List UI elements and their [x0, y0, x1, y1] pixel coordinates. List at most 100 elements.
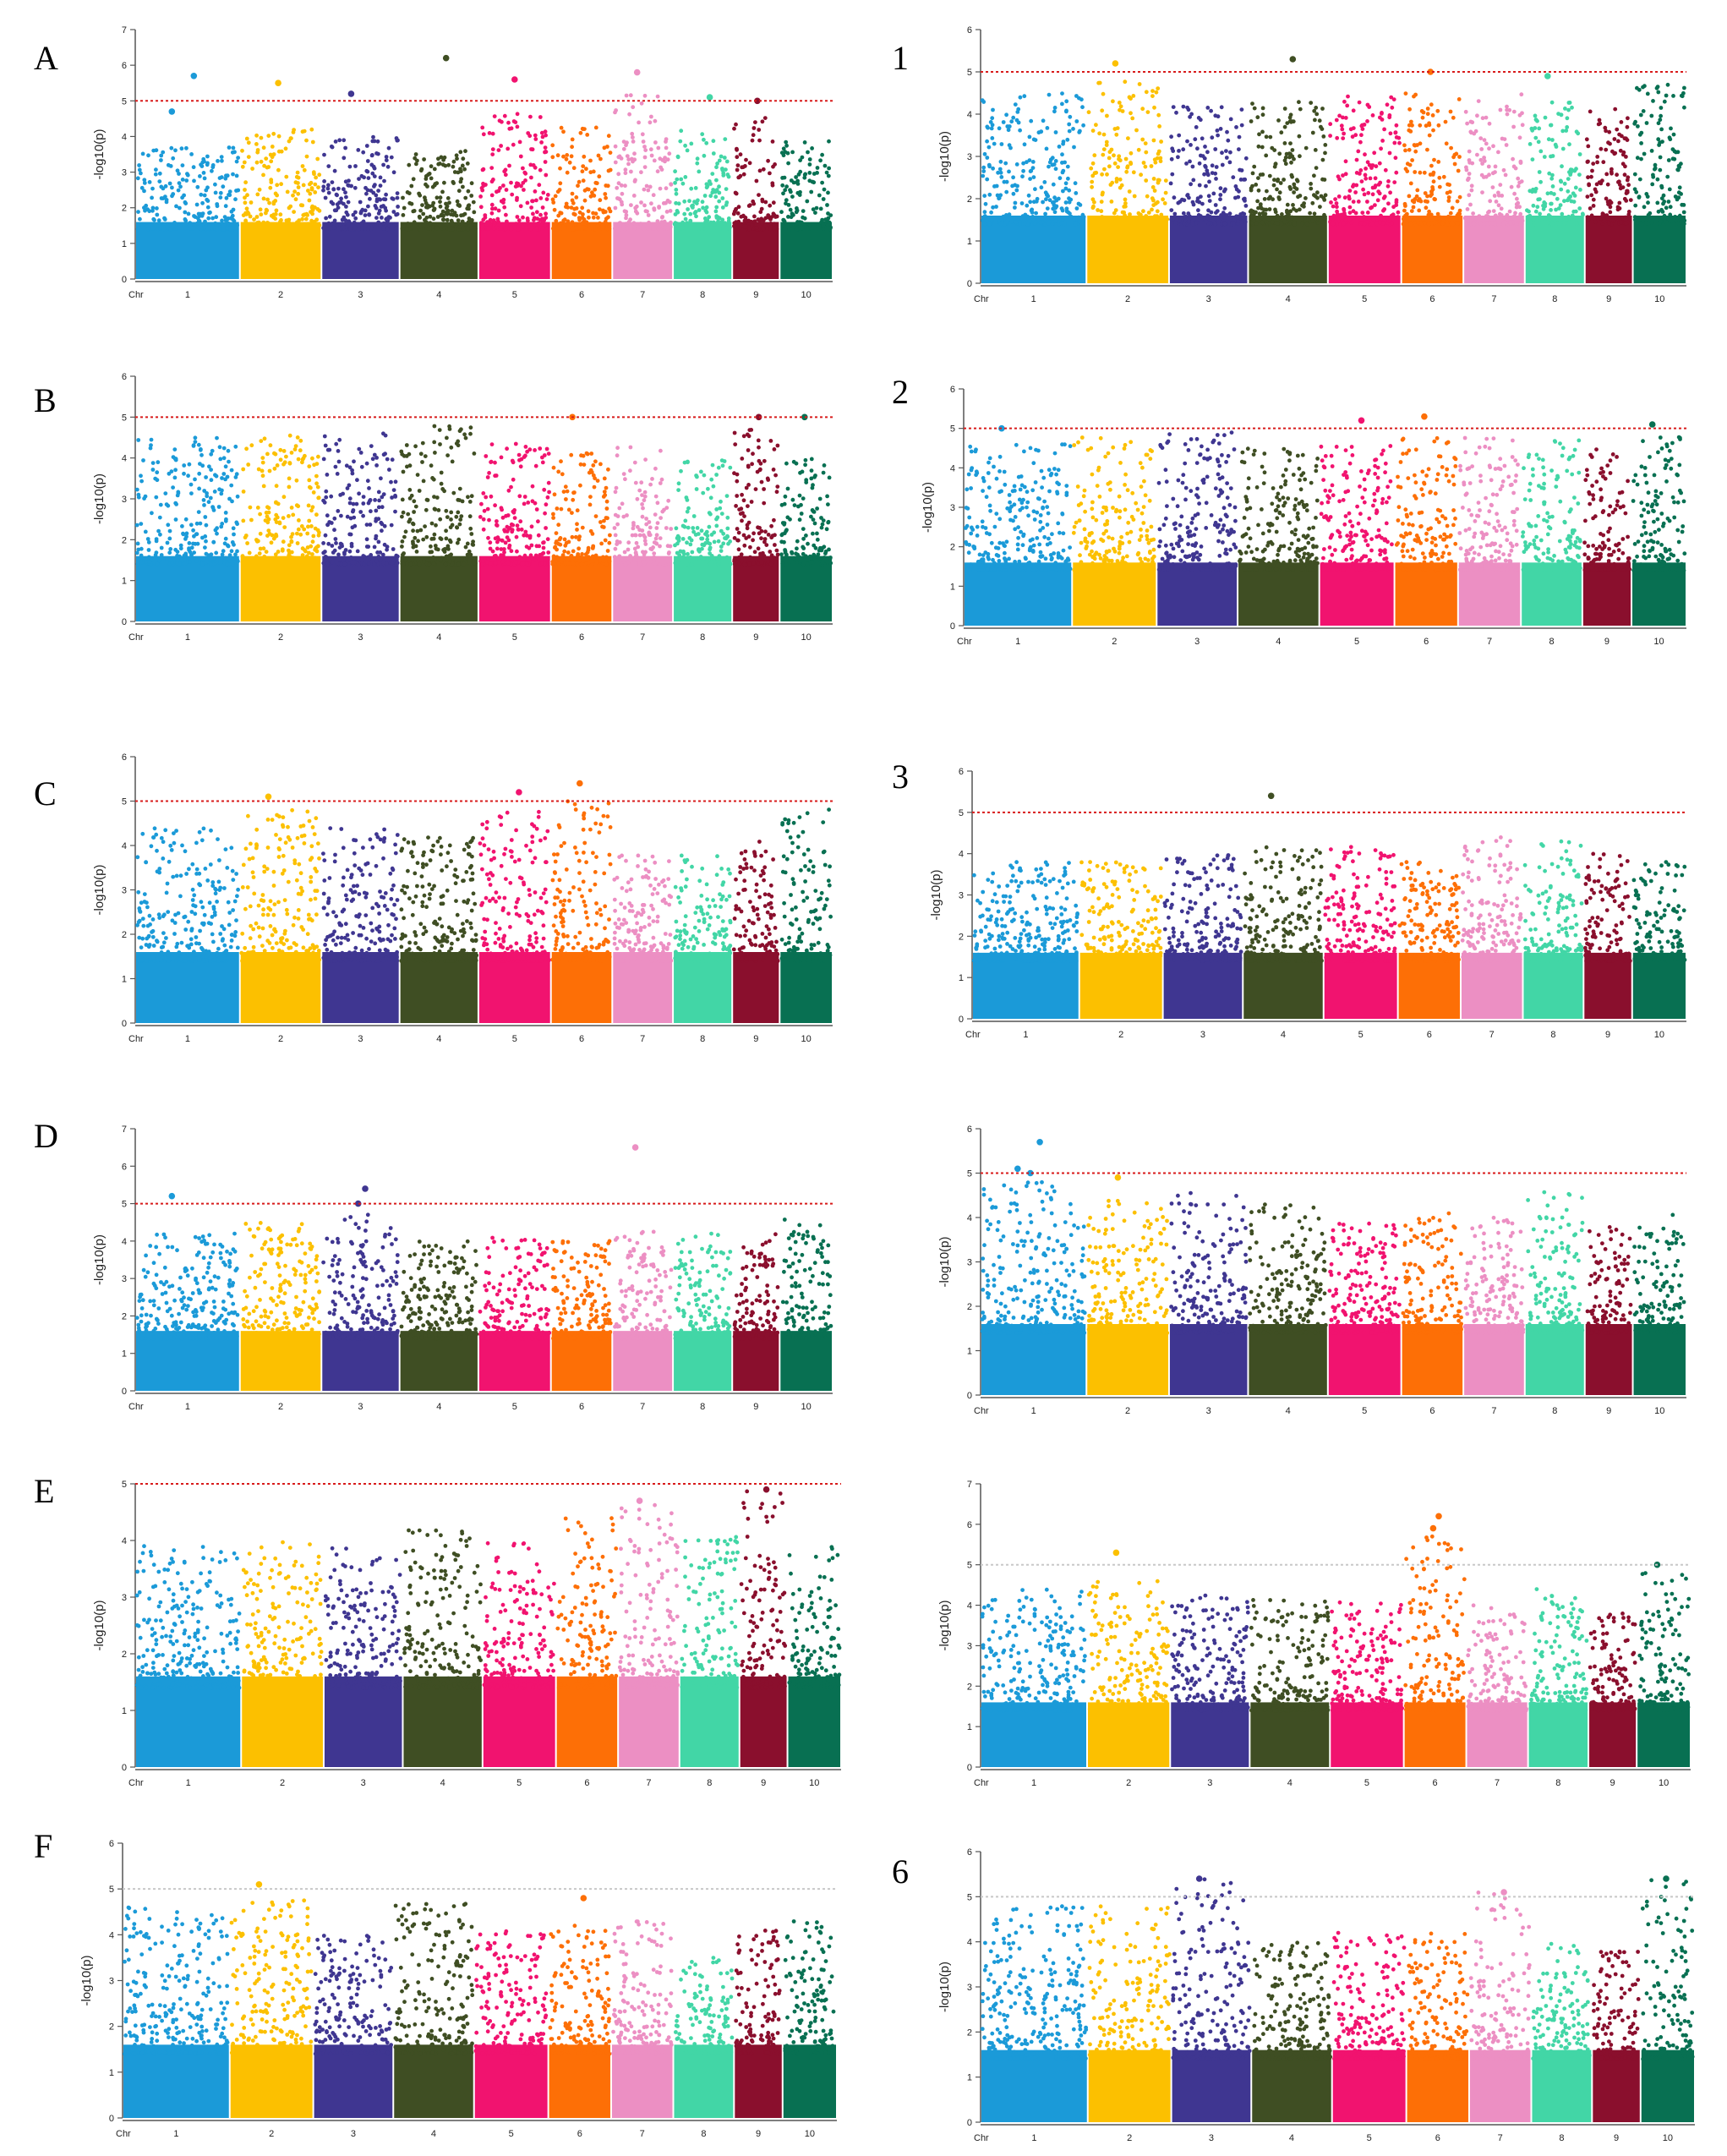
snp-point: [1651, 99, 1655, 103]
snp-point: [188, 462, 192, 467]
snp-point: [478, 194, 483, 199]
snp-point: [300, 217, 304, 222]
snp-point: [991, 205, 995, 210]
snp-point: [446, 196, 451, 200]
snp-point: [396, 191, 400, 195]
snp-point: [705, 185, 709, 189]
snp-point: [462, 432, 467, 436]
snp-point: [1496, 150, 1500, 155]
snp-point: [173, 468, 178, 472]
snp-point: [1234, 184, 1238, 189]
snp-point: [1145, 90, 1149, 94]
snp-point: [523, 495, 527, 499]
snp-point: [1124, 157, 1129, 161]
snp-point: [771, 165, 775, 169]
snp-point: [647, 213, 651, 217]
snp-point: [296, 435, 300, 440]
snp-point: [262, 484, 266, 489]
snp-point: [472, 561, 476, 566]
snp-point: [199, 453, 204, 457]
snp-point: [276, 550, 281, 554]
snp-point: [424, 177, 429, 181]
snp-point: [1446, 215, 1451, 219]
snp-point: [505, 188, 509, 192]
snp-point: [820, 181, 824, 185]
snp-point: [407, 191, 412, 195]
snp-point: [541, 205, 545, 210]
snp-point: [1404, 91, 1408, 96]
snp-point: [1000, 142, 1004, 146]
snp-point: [539, 140, 544, 145]
snp-point: [1561, 147, 1566, 151]
snp-point: [1078, 220, 1082, 224]
snp-point: [1408, 222, 1413, 227]
snp-point: [732, 127, 736, 131]
snp-point: [311, 539, 315, 544]
snp-point: [815, 206, 819, 211]
snp-point: [541, 135, 545, 140]
snp-point: [1644, 192, 1648, 196]
snp-point: [620, 203, 624, 207]
snp-point: [150, 438, 154, 442]
snp-point: [295, 225, 299, 229]
snp-point: [306, 545, 310, 550]
snp-point: [480, 227, 484, 231]
snp-point: [989, 120, 993, 124]
snp-point: [349, 517, 353, 521]
snp-point: [771, 140, 775, 144]
snp-point: [574, 222, 578, 226]
snp-point: [1477, 99, 1481, 103]
snp-point: [213, 183, 217, 187]
snp-point: [1374, 176, 1378, 180]
snp-point: [717, 184, 721, 189]
snp-point: [222, 446, 227, 451]
snp-point: [451, 209, 455, 213]
snp-point: [161, 557, 166, 561]
snp-point: [455, 153, 459, 157]
snp-point: [356, 550, 360, 554]
snp-point: [323, 550, 327, 554]
x-tick-label: 10: [1654, 294, 1664, 304]
snp-point: [380, 216, 384, 220]
snp-point: [155, 213, 159, 217]
chromosome-3: [321, 135, 400, 279]
snp-point: [1123, 221, 1127, 225]
snp-point: [1046, 206, 1050, 211]
snp-point: [997, 126, 1002, 130]
snp-point: [151, 461, 156, 465]
chromosome-2: [241, 434, 321, 621]
snp-point: [516, 227, 521, 232]
snp-point: [801, 156, 805, 160]
snp-point: [819, 207, 823, 211]
snp-point: [1341, 136, 1345, 140]
snp-point: [191, 528, 195, 533]
snp-point: [773, 215, 778, 219]
snp-point: [1658, 118, 1662, 122]
snp-point: [345, 559, 349, 563]
snp-point: [144, 556, 148, 561]
snp-point: [591, 211, 595, 216]
snp-point: [1074, 181, 1078, 185]
snp-point: [1075, 206, 1079, 211]
snp-point: [155, 470, 159, 474]
snp-point: [652, 193, 656, 197]
snp-point: [382, 197, 386, 201]
snp-point: [213, 556, 217, 561]
snp-point: [531, 199, 535, 203]
snp-point: [714, 205, 719, 210]
snp-point: [292, 561, 296, 566]
snp-point: [486, 475, 490, 479]
snp-point: [1626, 183, 1631, 187]
snp-point: [827, 167, 831, 171]
snp-point: [322, 227, 326, 232]
snp-point: [1592, 198, 1596, 202]
snp-point: [1276, 179, 1280, 183]
snp-point: [1517, 216, 1521, 220]
snp-point: [1007, 170, 1011, 174]
snp-point: [232, 526, 236, 530]
snp-point: [334, 442, 338, 446]
snp-point: [1080, 105, 1085, 109]
snp-point: [1431, 129, 1435, 133]
snp-point: [546, 537, 550, 541]
